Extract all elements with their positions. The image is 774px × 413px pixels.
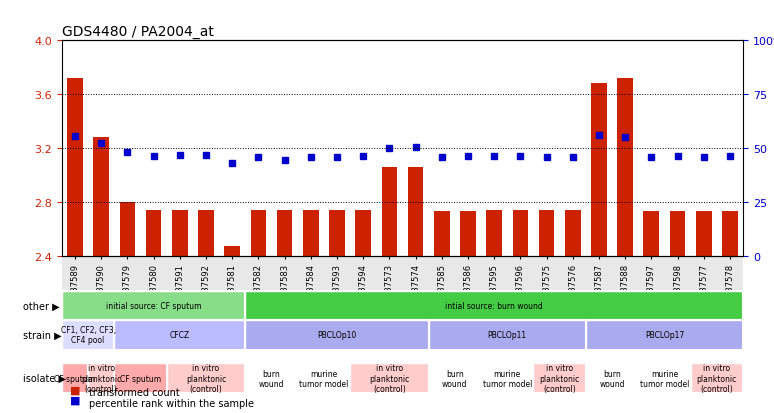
Bar (408, 168, 423, 256)
Text: murine
tumor model: murine tumor model (300, 369, 348, 388)
Bar (119, 202, 135, 256)
Text: ■: ■ (70, 395, 80, 405)
Text: in vitro
planktonic
(control): in vitro planktonic (control) (186, 363, 226, 393)
Text: CF sputum: CF sputum (120, 374, 161, 383)
Bar (355, 211, 371, 256)
Text: burn
wound: burn wound (599, 369, 625, 388)
Bar (67, 79, 83, 256)
Bar (722, 212, 738, 256)
Bar (539, 211, 554, 256)
Bar (670, 212, 686, 256)
Bar (460, 212, 476, 256)
Bar (618, 79, 633, 256)
Bar (329, 211, 345, 256)
Bar (277, 211, 293, 256)
Text: murine
tumor model: murine tumor model (640, 369, 689, 388)
Bar (434, 212, 450, 256)
Text: CF1, CF2, CF3,
CF4 pool: CF1, CF2, CF3, CF4 pool (60, 325, 115, 344)
Bar (172, 211, 187, 256)
Text: burn
wound: burn wound (442, 369, 467, 388)
Text: PBCLOp17: PBCLOp17 (645, 330, 684, 339)
Text: burn
wound: burn wound (259, 369, 284, 388)
Bar (224, 247, 240, 256)
Text: isolate ▶: isolate ▶ (23, 373, 67, 383)
Text: other ▶: other ▶ (23, 301, 60, 311)
Text: murine
tumor model: murine tumor model (482, 369, 532, 388)
Bar (94, 138, 109, 256)
Bar (198, 211, 214, 256)
Bar (303, 211, 319, 256)
Bar (251, 211, 266, 256)
Text: in vitro
planktonic
(control): in vitro planktonic (control) (369, 363, 409, 393)
Bar (512, 211, 528, 256)
Text: in vitro
planktonic
(control): in vitro planktonic (control) (81, 363, 122, 393)
Bar (486, 211, 502, 256)
Text: CFCZ: CFCZ (170, 330, 190, 339)
Text: strain ▶: strain ▶ (23, 330, 62, 340)
Bar (565, 211, 580, 256)
Text: percentile rank within the sample: percentile rank within the sample (89, 398, 254, 408)
Text: GDS4480 / PA2004_at: GDS4480 / PA2004_at (62, 25, 214, 39)
Text: in vitro
planktonic
(control): in vitro planktonic (control) (697, 363, 737, 393)
Text: intial source: burn wound: intial source: burn wound (445, 301, 543, 311)
Bar (382, 168, 397, 256)
Text: ■: ■ (70, 385, 80, 394)
Bar (696, 212, 711, 256)
Bar (591, 84, 607, 256)
Text: PBCLOp10: PBCLOp10 (317, 330, 357, 339)
Bar (643, 212, 659, 256)
Bar (146, 211, 162, 256)
Text: in vitro
planktonic
(control): in vitro planktonic (control) (539, 363, 580, 393)
Text: initial source: CF sputum: initial source: CF sputum (106, 301, 201, 311)
Text: CF sputum: CF sputum (54, 374, 95, 383)
Text: transformed count: transformed count (89, 387, 180, 397)
Text: PBCLOp11: PBCLOp11 (488, 330, 527, 339)
